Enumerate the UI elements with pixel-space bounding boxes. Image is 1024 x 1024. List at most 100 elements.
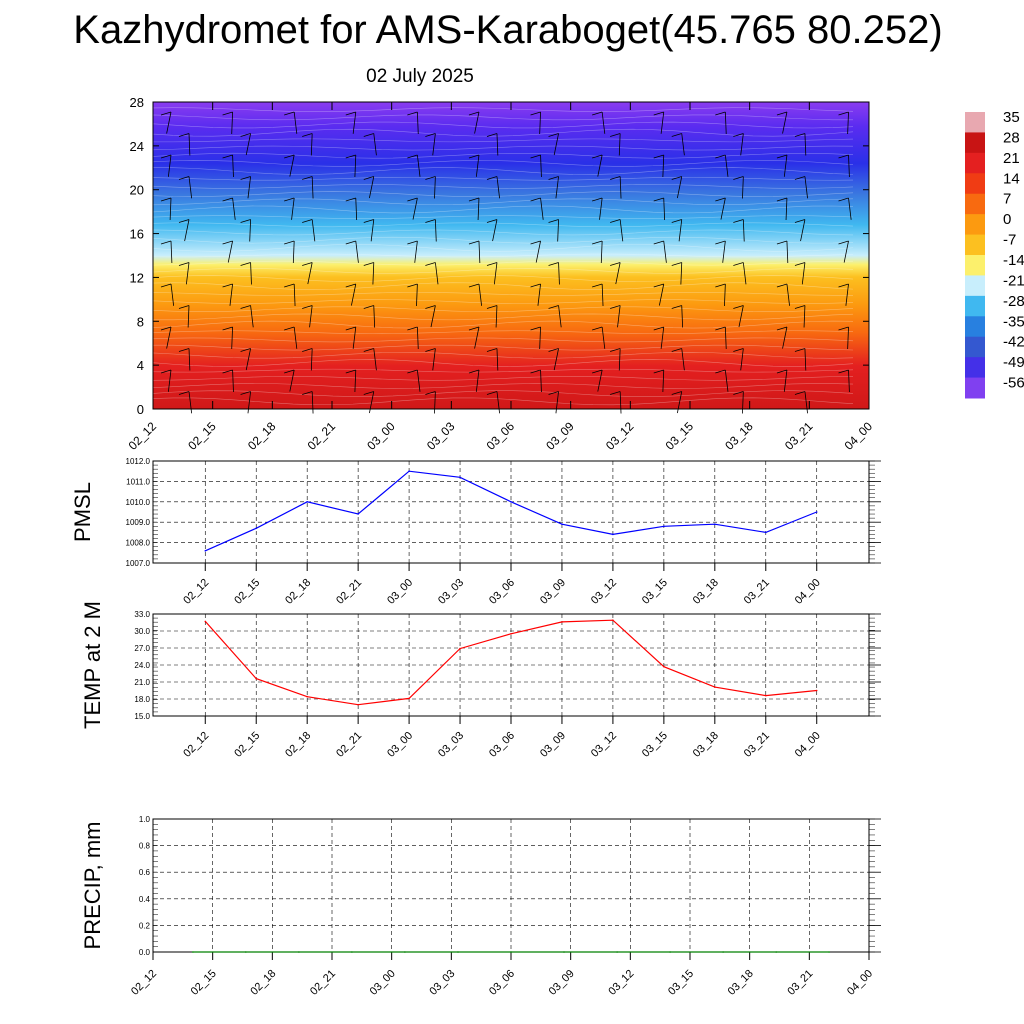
wind-barb <box>804 391 808 414</box>
wind-barb <box>231 326 233 349</box>
wind-barb-flag <box>592 240 603 245</box>
wind-barb <box>434 176 436 199</box>
wind-barb <box>351 283 357 306</box>
contour-line <box>152 292 854 296</box>
wind-barb <box>782 111 788 134</box>
wind-barb <box>843 240 849 263</box>
y-tick-label: 8 <box>137 314 144 329</box>
wind-barb-flag <box>425 219 436 223</box>
data-point <box>616 951 618 953</box>
wind-barb-flag <box>363 348 374 352</box>
wind-barb <box>681 133 685 156</box>
wind-barb <box>373 133 377 156</box>
wind-barb <box>289 154 295 177</box>
wind-barb <box>478 240 481 263</box>
data-point <box>510 633 512 635</box>
wind-barb-flag <box>610 176 621 180</box>
x-tick-label: 03_06 <box>487 968 517 998</box>
colorbar-label: 28 <box>1003 129 1020 146</box>
wind-barb <box>369 176 375 199</box>
x-tick-label: 04_00 <box>793 730 823 760</box>
wind-barb-flag <box>715 283 726 288</box>
y-tick-label: 15.0 <box>134 712 150 721</box>
y-tick-label: 24.0 <box>134 661 150 670</box>
wind-barb <box>804 348 807 371</box>
wind-barb <box>618 348 621 371</box>
contour-line <box>152 390 854 397</box>
data-point <box>357 513 359 515</box>
wind-barb-flag <box>302 176 313 180</box>
data-point <box>357 703 359 706</box>
x-tick-label: 03_09 <box>538 577 568 607</box>
colorbar-swatch <box>965 336 985 358</box>
wind-barb-flag <box>222 369 233 374</box>
colorbar-label: 14 <box>1003 170 1020 187</box>
data-point <box>815 689 818 692</box>
wind-barb <box>245 133 251 156</box>
wind-barb-flag <box>302 391 313 395</box>
wind-barb-flag <box>548 391 559 395</box>
wind-barb <box>535 240 541 263</box>
wind-barb <box>724 326 727 349</box>
data-point <box>765 694 767 697</box>
wind-barb-flag <box>671 391 682 395</box>
data-point <box>351 951 353 953</box>
wind-barb-flag <box>345 283 356 288</box>
wind-barb-flag <box>240 391 251 395</box>
colorbar-label: -7 <box>1003 232 1016 249</box>
wind-barb <box>539 111 541 134</box>
wind-barb-flag <box>733 262 744 266</box>
wind-barb-flag <box>222 283 233 288</box>
x-tick-label: 02_12 <box>181 730 211 760</box>
wind-barb-flag <box>468 369 480 374</box>
wind-barb <box>742 219 745 242</box>
wind-barb <box>738 305 744 328</box>
data-point <box>612 533 614 536</box>
data-point <box>192 951 194 953</box>
wind-barb-flag <box>284 326 295 331</box>
data-point <box>828 951 830 953</box>
wind-barb <box>740 133 744 156</box>
wind-barb-flag <box>240 305 251 309</box>
contour-line <box>152 359 854 367</box>
wind-barb-flag <box>363 176 374 180</box>
data-point <box>714 686 716 688</box>
x-tick-label: 03_18 <box>722 419 756 453</box>
wind-barb <box>166 111 172 134</box>
wind-barb-flag <box>178 391 190 395</box>
wind-barb-flag <box>363 133 374 137</box>
colorbar-swatch <box>965 132 985 154</box>
data-point <box>669 951 671 953</box>
wind-barb <box>289 369 295 392</box>
x-tick-label: 02_15 <box>232 577 262 607</box>
data-point <box>255 527 257 530</box>
wind-barb-flag <box>794 133 806 137</box>
data-point <box>306 695 309 698</box>
colorbar-label: -21 <box>1003 272 1024 289</box>
wind-barb <box>355 197 358 220</box>
wind-barb <box>311 219 316 242</box>
wind-barb <box>227 240 233 263</box>
wind-barb <box>553 133 559 156</box>
x-tick-label: 03_03 <box>436 577 466 607</box>
wind-barb-flag <box>302 219 313 223</box>
wind-barb <box>742 262 747 285</box>
wind-barb-flag <box>530 111 541 116</box>
wind-barb <box>663 240 667 263</box>
data-point <box>563 951 565 953</box>
wind-barb-flag <box>653 369 664 374</box>
wind-barb <box>539 326 541 349</box>
wind-barb <box>557 219 559 242</box>
wind-barb-flag <box>302 348 313 352</box>
wind-barb-flag <box>222 240 233 245</box>
colorbar-swatch <box>965 295 985 317</box>
wind-barb-flag <box>838 154 849 159</box>
data-point <box>510 501 512 503</box>
wind-barb-flag <box>548 348 559 352</box>
wind-barb <box>803 305 806 328</box>
wind-barb <box>740 348 744 371</box>
wind-barb-flag <box>425 348 436 352</box>
wind-barb <box>170 240 173 263</box>
wind-barb <box>724 369 729 392</box>
wind-barb <box>493 262 498 285</box>
